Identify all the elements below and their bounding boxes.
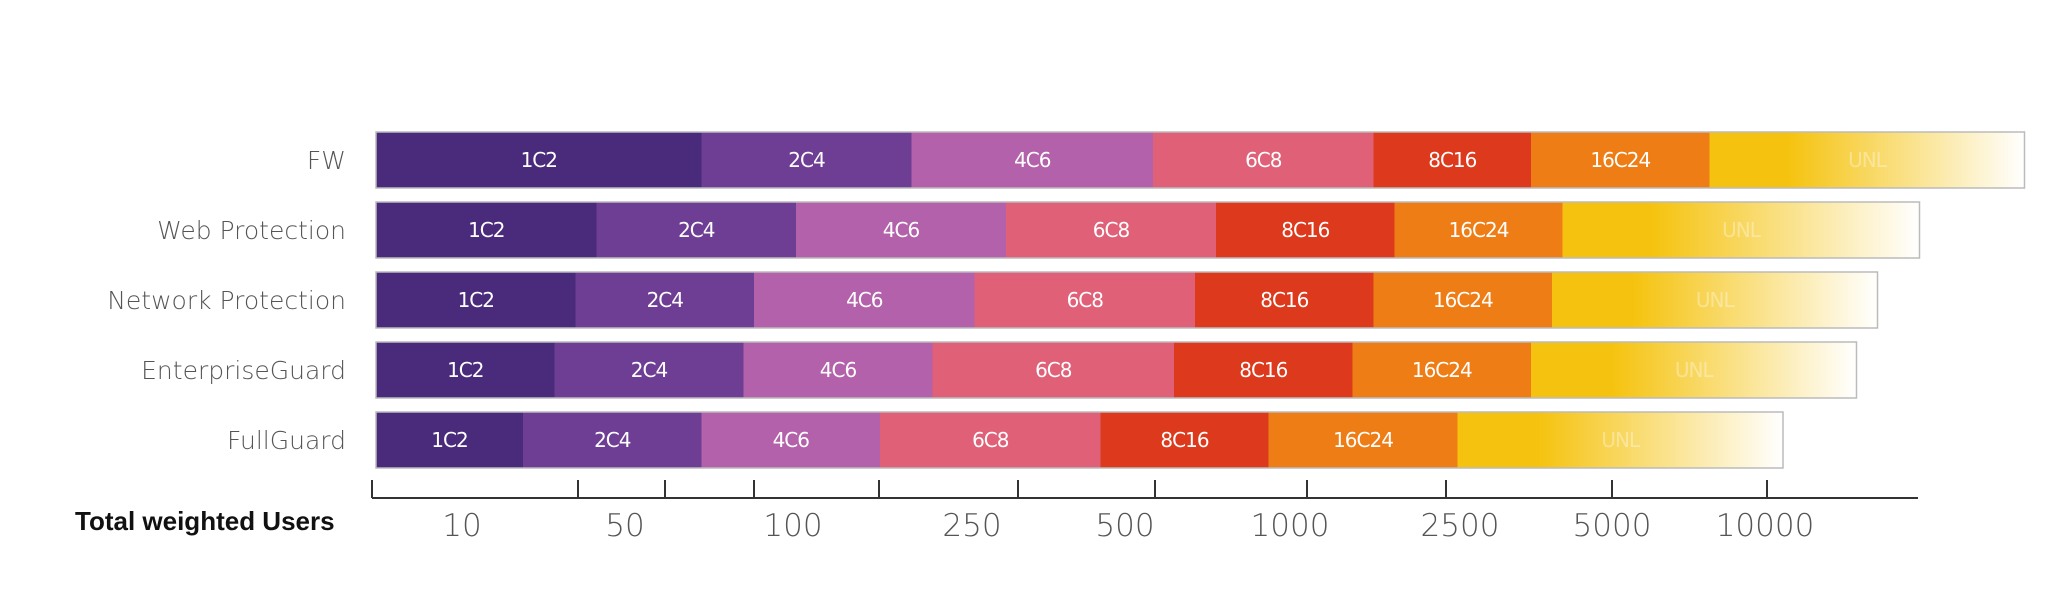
bar-segment xyxy=(1457,412,1783,468)
bar-segment xyxy=(701,412,880,468)
bar-segment xyxy=(596,202,796,258)
segment-label: 6C8 xyxy=(1245,148,1282,172)
segment-label: UNL xyxy=(1675,358,1715,382)
bar-row: 1C2 2C4 4C6 6C8 8C16 16C24 UNL xyxy=(375,271,1879,329)
segment-label: 16C24 xyxy=(1433,288,1493,312)
x-tick-label: 250 xyxy=(942,508,1001,544)
bar-outline xyxy=(375,411,1784,469)
segment-label: 4C6 xyxy=(1014,148,1051,172)
segment-label: 8C16 xyxy=(1239,358,1287,382)
bars-layer: 1C2 2C4 4C6 6C8 8C16 16C24 UNL 1C2 2C4 4C6 6C8 8C16… xyxy=(375,131,2026,469)
bar-segment xyxy=(1268,412,1458,468)
row-labels-layer: FW Web Protection Network Protection Enterp… xyxy=(107,146,346,455)
segment-label: 2C4 xyxy=(594,428,631,452)
segment-label: 4C6 xyxy=(773,428,810,452)
segment-label: 4C6 xyxy=(846,288,883,312)
segment-label: UNL xyxy=(1601,428,1641,452)
segment-label: 2C4 xyxy=(631,358,668,382)
bar-outline xyxy=(375,131,2026,189)
bar-segment xyxy=(974,272,1195,328)
segment-label: 16C24 xyxy=(1333,428,1393,452)
bar-segment xyxy=(1100,412,1269,468)
segment-label: 16C24 xyxy=(1412,358,1472,382)
bar-outline xyxy=(375,201,1921,259)
bar-segment xyxy=(1562,202,1920,258)
segment-label: 1C2 xyxy=(521,148,557,172)
bar-segment xyxy=(1394,202,1563,258)
segment-label: 8C16 xyxy=(1428,148,1476,172)
segment-label: 1C2 xyxy=(468,218,504,242)
segment-label: 2C4 xyxy=(647,288,684,312)
bar-segment xyxy=(796,202,1006,258)
bar-segment xyxy=(554,342,744,398)
bar-outline xyxy=(375,271,1879,329)
bar-segment xyxy=(1174,342,1353,398)
segment-label: 16C24 xyxy=(1590,148,1650,172)
bar-segment xyxy=(932,342,1174,398)
segment-label: 6C8 xyxy=(1035,358,1072,382)
x-tick-label: 50 xyxy=(605,508,644,544)
segment-label: 8C16 xyxy=(1160,428,1208,452)
bar-row: 1C2 2C4 4C6 6C8 8C16 16C24 UNL xyxy=(375,201,1921,259)
x-tick-label: 5000 xyxy=(1573,508,1652,544)
segment-label: UNL xyxy=(1848,148,1888,172)
bar-row: 1C2 2C4 4C6 6C8 8C16 16C24 UNL xyxy=(375,131,2026,189)
segment-label: 8C16 xyxy=(1260,288,1308,312)
segment-label: UNL xyxy=(1722,218,1762,242)
bar-segment xyxy=(1709,132,2025,188)
x-tick-label: 10000 xyxy=(1716,508,1815,544)
bar-segment xyxy=(1373,272,1552,328)
segment-label: 4C6 xyxy=(820,358,857,382)
bar-segment xyxy=(376,342,555,398)
x-tick-label: 100 xyxy=(763,508,822,544)
bar-segment xyxy=(1216,202,1395,258)
bar-outline xyxy=(375,341,1858,399)
segment-label: 4C6 xyxy=(883,218,920,242)
segment-label: 6C8 xyxy=(972,428,1009,452)
segment-label: 1C2 xyxy=(447,358,483,382)
category-label: Web Protection xyxy=(157,216,346,245)
segment-label: 6C8 xyxy=(1093,218,1130,242)
segment-label: 16C24 xyxy=(1449,218,1509,242)
bar-segment xyxy=(1531,132,1710,188)
bar-segment xyxy=(1531,342,1857,398)
bar-segment xyxy=(1352,342,1531,398)
segment-label: 8C16 xyxy=(1281,218,1329,242)
bar-segment xyxy=(1552,272,1878,328)
bar-segment xyxy=(880,412,1101,468)
bar-segment xyxy=(376,272,576,328)
bar-segment xyxy=(376,202,597,258)
bar-segment xyxy=(376,132,702,188)
bar-segment xyxy=(1006,202,1216,258)
category-label: FW xyxy=(307,146,346,175)
bar-segment xyxy=(743,342,933,398)
segment-label: 1C2 xyxy=(431,428,467,452)
bar-segment xyxy=(911,132,1153,188)
category-label: EnterpriseGuard xyxy=(141,356,346,385)
x-tick-label: 2500 xyxy=(1421,508,1500,544)
x-axis: Total weighted Users 10 50 100 250 500 1000 25… xyxy=(75,480,1918,544)
segment-label: 1C2 xyxy=(458,288,494,312)
category-label: Network Protection xyxy=(107,286,346,315)
segment-label: 2C4 xyxy=(788,148,825,172)
segment-label: 6C8 xyxy=(1067,288,1104,312)
x-tick-label: 500 xyxy=(1095,508,1154,544)
bar-segment xyxy=(1195,272,1374,328)
bar-segment xyxy=(1373,132,1531,188)
bar-segment xyxy=(701,132,912,188)
x-axis-title: Total weighted Users xyxy=(75,506,335,536)
x-tick-label: 10 xyxy=(442,508,481,544)
segment-label: 2C4 xyxy=(678,218,715,242)
bar-segment xyxy=(376,412,523,468)
bar-segment xyxy=(1153,132,1374,188)
segment-label: UNL xyxy=(1696,288,1736,312)
category-label: FullGuard xyxy=(227,426,346,455)
bar-segment xyxy=(575,272,754,328)
bar-row: 1C2 2C4 4C6 6C8 8C16 16C24 UNL xyxy=(375,341,1858,399)
bar-row: 1C2 2C4 4C6 6C8 8C16 16C24 UNL xyxy=(375,411,1784,469)
bar-segment xyxy=(523,412,702,468)
bar-segment xyxy=(754,272,975,328)
x-tick-label: 1000 xyxy=(1251,508,1330,544)
